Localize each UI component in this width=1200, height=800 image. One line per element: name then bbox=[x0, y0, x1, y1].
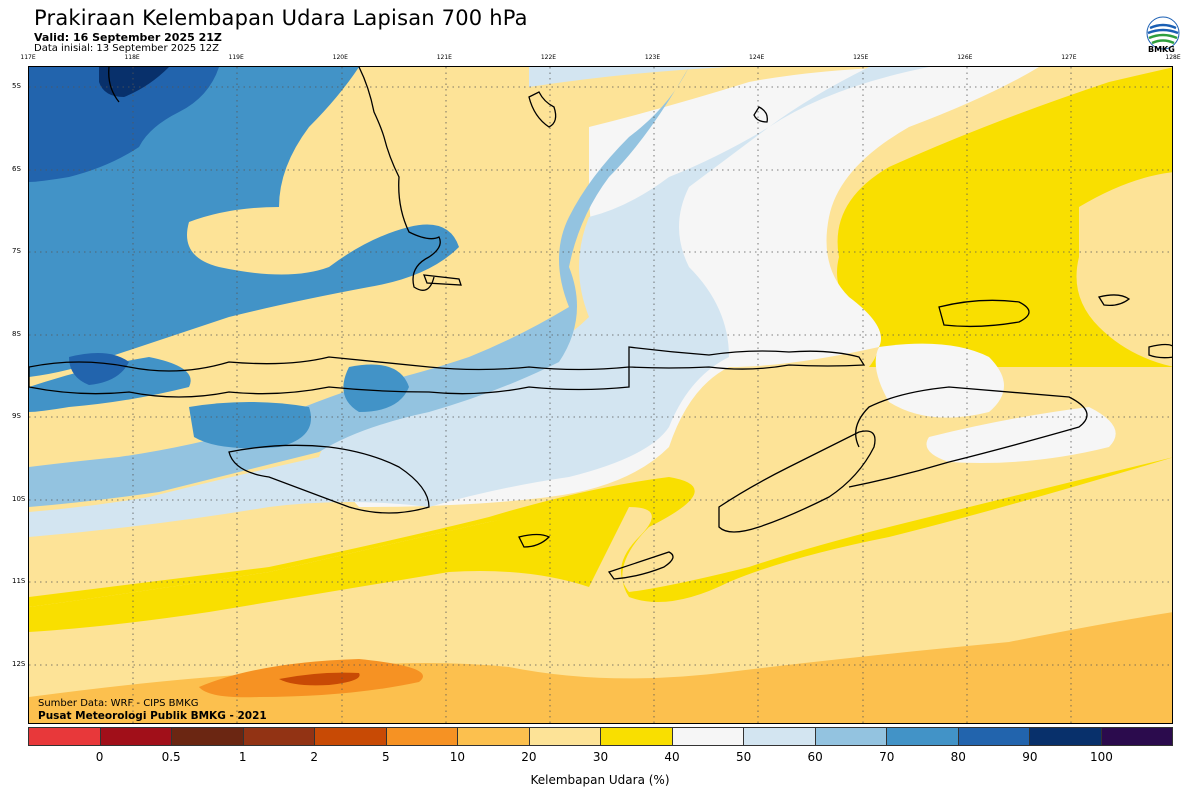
field-30-40-b bbox=[29, 507, 629, 632]
coastlines bbox=[29, 67, 1172, 580]
field-60-70 bbox=[29, 67, 689, 507]
coast-lombok-flores bbox=[29, 356, 630, 398]
colorbar-tick-label: 90 bbox=[1022, 750, 1038, 764]
lat-label-10s: 10S bbox=[12, 495, 26, 503]
lat-label-9s: 9S bbox=[12, 412, 21, 420]
colorbar-swatch-0 bbox=[29, 728, 101, 745]
lon-label-121e: 121E bbox=[436, 54, 452, 61]
colorbar bbox=[28, 727, 1173, 746]
colorbar-swatch-6 bbox=[458, 728, 530, 745]
coast-muna bbox=[528, 91, 557, 128]
lon-label-128e: 128E bbox=[1165, 54, 1181, 61]
colorbar-tick-label: 10 bbox=[449, 750, 466, 764]
colorbar-swatch-5 bbox=[386, 728, 458, 745]
logo-label: BMKG bbox=[1148, 45, 1175, 54]
valid-time: Valid: 16 September 2025 21Z bbox=[34, 31, 222, 44]
humidity-map bbox=[28, 66, 1173, 724]
coast-buton bbox=[423, 274, 462, 286]
coast-sumba bbox=[228, 444, 430, 514]
coast-rote bbox=[607, 551, 674, 580]
lon-label-126e: 126E bbox=[957, 54, 973, 61]
coast-sawu bbox=[518, 533, 551, 548]
colorbar-tick-label: 0 bbox=[95, 750, 104, 764]
coast-wetar-alor bbox=[628, 346, 866, 370]
colorbar-swatch-15 bbox=[1101, 728, 1172, 745]
org-credit: Pusat Meteorologi Publik BMKG - 2021 bbox=[38, 710, 267, 722]
lat-label-12s: 12S bbox=[12, 660, 26, 668]
colorbar-swatch-7 bbox=[529, 728, 601, 745]
colorbar-tick-label: 80 bbox=[950, 750, 966, 764]
field-40-50-b bbox=[875, 343, 1004, 418]
lat-label-8s: 8S bbox=[12, 330, 21, 338]
colorbar-tick-label: 50 bbox=[735, 750, 752, 764]
bmkg-logo-icon bbox=[1146, 16, 1180, 50]
colorbar-swatch-10 bbox=[744, 728, 816, 745]
field-40-50-c bbox=[926, 407, 1116, 463]
coast-babar bbox=[1097, 294, 1131, 307]
field-50-60 bbox=[29, 67, 929, 537]
lon-label-119e: 119E bbox=[228, 54, 244, 61]
colorbar-swatch-1 bbox=[100, 728, 172, 745]
coast-timor bbox=[718, 430, 876, 533]
colorbar-swatch-12 bbox=[887, 728, 959, 745]
colorbar-tick-label: 2 bbox=[310, 750, 319, 764]
coast-bonerate bbox=[753, 106, 768, 123]
coast-wetar bbox=[938, 299, 1030, 328]
coast-tanimbar bbox=[1148, 343, 1172, 359]
colorbar-swatch-9 bbox=[672, 728, 744, 745]
colorbar-tick-label: 5 bbox=[381, 750, 390, 764]
lat-label-5s: 5S bbox=[12, 82, 21, 90]
colorbar-tick-label: 40 bbox=[664, 750, 680, 764]
colorbar-tick-label: 20 bbox=[521, 750, 537, 764]
field-2-5 bbox=[279, 672, 360, 686]
lat-label-7s: 7S bbox=[12, 247, 21, 255]
colorbar-swatch-3 bbox=[243, 728, 315, 745]
lon-label-122e: 122E bbox=[540, 54, 557, 61]
field-70-80-b bbox=[189, 402, 311, 449]
lon-label-125e: 125E bbox=[853, 54, 869, 61]
lon-label-117e: 117E bbox=[20, 54, 36, 61]
colorbar-swatch-13 bbox=[958, 728, 1030, 745]
colorbar-title: Kelembapan Udara (%) bbox=[530, 773, 670, 787]
colorbar-tick-label: 60 bbox=[807, 750, 823, 764]
graticule bbox=[29, 67, 1172, 723]
field-90-100 bbox=[99, 67, 169, 97]
colorbar-tick-label: 1 bbox=[238, 750, 247, 764]
colorbar-swatch-8 bbox=[601, 728, 673, 745]
colorbar-tick-label: 0.5 bbox=[161, 750, 181, 764]
coast-sulawesi bbox=[108, 67, 441, 291]
lon-label-120e: 120E bbox=[332, 54, 348, 61]
lon-label-124e: 124E bbox=[749, 54, 765, 61]
field-70-80-c bbox=[343, 364, 409, 412]
field-80-90 bbox=[29, 67, 219, 182]
init-time: Data inisial: 13 September 2025 12Z bbox=[34, 43, 219, 54]
colorbar-swatch-4 bbox=[315, 728, 387, 745]
field-30-40 bbox=[29, 67, 1172, 607]
field-20-30-b bbox=[1076, 172, 1172, 367]
colorbar-swatch-2 bbox=[172, 728, 244, 745]
colorbar-swatch-14 bbox=[1030, 728, 1102, 745]
colorbar-tick-label: 100 bbox=[1089, 750, 1113, 764]
lat-label-6s: 6S bbox=[12, 165, 21, 173]
coast-arafura-islands bbox=[848, 386, 1088, 488]
map-title: Prakiraan Kelembapan Udara Lapisan 700 h… bbox=[34, 6, 528, 30]
lon-label-123e: 123E bbox=[644, 54, 661, 61]
lat-label-11s: 11S bbox=[12, 577, 26, 585]
lon-label-118e: 118E bbox=[124, 54, 140, 61]
colorbar-tick-label: 30 bbox=[592, 750, 609, 764]
colorbar-tick-label: 70 bbox=[879, 750, 895, 764]
source-credit: Sumber Data: WRF - CIPS BMKG bbox=[38, 698, 199, 709]
colorbar-swatch-11 bbox=[815, 728, 887, 745]
field-80-90-b bbox=[69, 353, 129, 385]
lon-label-127e: 127E bbox=[1061, 54, 1077, 61]
